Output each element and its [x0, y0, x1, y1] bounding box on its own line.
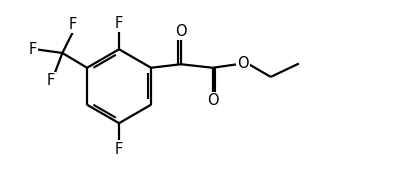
Text: F: F — [115, 142, 123, 156]
Text: O: O — [175, 24, 187, 39]
Text: F: F — [29, 42, 37, 57]
Text: O: O — [237, 56, 248, 71]
Text: O: O — [207, 93, 218, 108]
Text: F: F — [46, 73, 55, 88]
Text: F: F — [115, 16, 123, 31]
Text: F: F — [69, 17, 77, 32]
